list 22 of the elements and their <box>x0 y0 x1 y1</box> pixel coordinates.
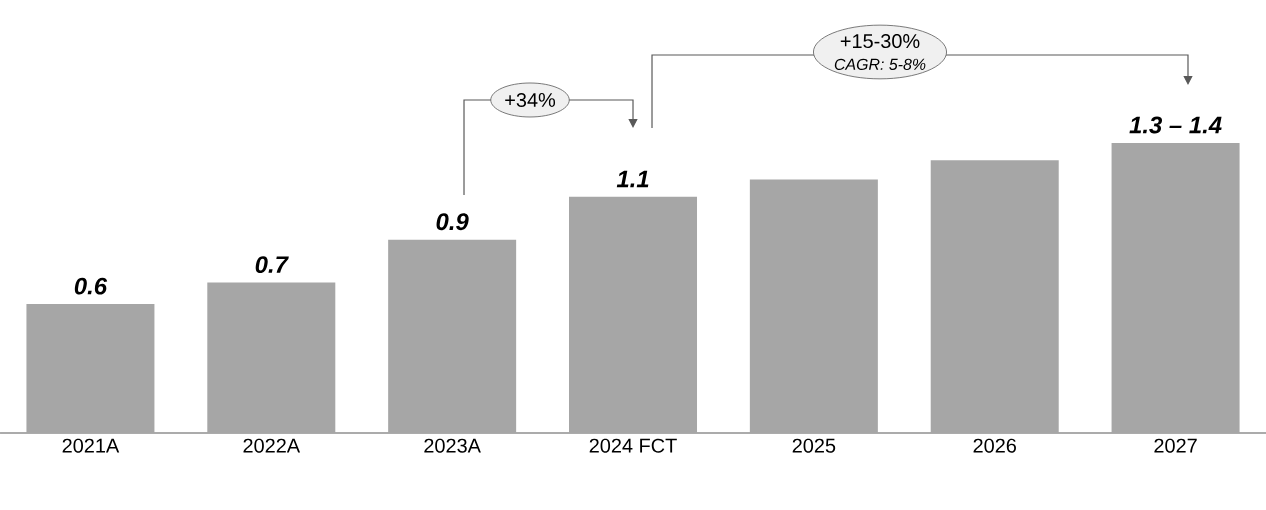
data-label: 0.6 <box>74 277 108 295</box>
bar <box>1111 142 1240 433</box>
text: CAGR: 5-8% <box>834 58 926 70</box>
x-tick-label: 2024 FCT <box>589 438 677 453</box>
data-label: 0.9 <box>436 213 469 231</box>
x-tick-label: 2021A <box>62 438 120 453</box>
bar <box>388 239 517 433</box>
bar <box>26 304 155 433</box>
text: +34% <box>505 92 556 108</box>
data-label: 1.1 <box>616 170 649 188</box>
text: +15-30% <box>840 34 920 49</box>
data-label: 0.7 <box>255 256 289 274</box>
x-tick-label: 2025 <box>792 438 836 453</box>
data-label: 1.3 – 1.4 <box>1129 116 1222 134</box>
x-tick-label: 2026 <box>973 438 1016 453</box>
x-tick-label: 2027 <box>1154 438 1197 453</box>
bar <box>749 179 878 433</box>
x-tick-label: 2022A <box>243 438 301 453</box>
bar <box>207 282 336 433</box>
bar <box>930 160 1059 433</box>
bar <box>569 196 698 433</box>
x-tick-label: 2023A <box>424 438 481 453</box>
